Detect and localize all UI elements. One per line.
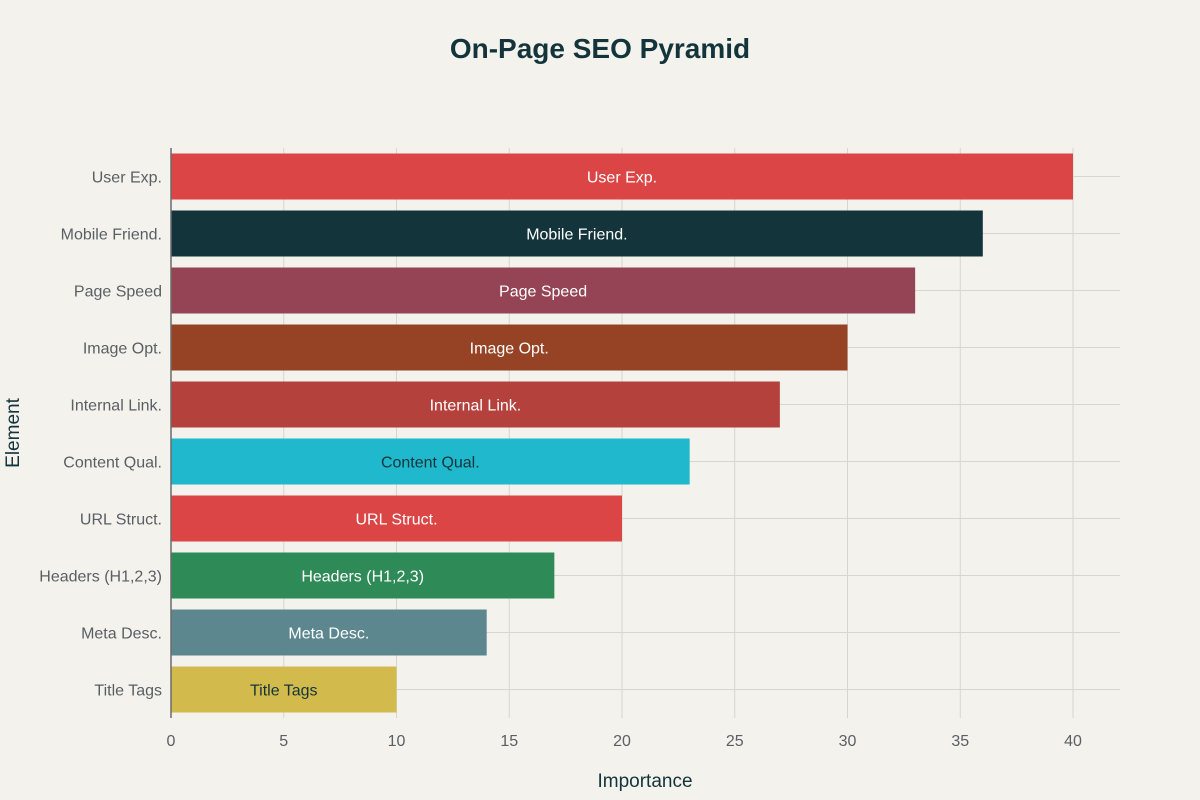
y-tick-label: Title Tags (94, 683, 162, 700)
bar-label: Mobile Friend. (526, 227, 627, 244)
x-tick-label: 25 (726, 733, 744, 750)
bar (171, 495, 622, 542)
bar (171, 324, 848, 371)
x-tick-label: 10 (388, 733, 406, 750)
x-tick-label: 5 (279, 733, 288, 750)
y-tick-label: Meta Desc. (81, 626, 162, 643)
y-axis-label: Element (3, 397, 24, 467)
bar-label: Headers (H1,2,3) (301, 569, 424, 586)
bar (171, 666, 397, 713)
bar (171, 381, 780, 428)
bar (171, 153, 1073, 200)
bar (171, 552, 555, 599)
bar-label: Meta Desc. (288, 626, 369, 643)
bar-label: Image Opt. (470, 341, 549, 358)
x-tick-label: 20 (613, 733, 631, 750)
y-tick-label: Content Qual. (63, 455, 162, 472)
labels: 0 5 10 15 20 25 30 35 40 User Exp. User Exp. Mobile… (39, 170, 1082, 751)
bar-label: User Exp. (587, 170, 657, 187)
x-axis-label: Importance (597, 771, 692, 792)
bar-label: Internal Link. (430, 398, 522, 415)
y-tick-label: Image Opt. (83, 341, 162, 358)
y-tick-label: URL Struct. (80, 512, 162, 529)
bar-label: Content Qual. (381, 455, 480, 472)
x-tick-label: 40 (1064, 733, 1082, 750)
y-tick-label: Headers (H1,2,3) (39, 569, 162, 586)
y-tick-label: Mobile Friend. (61, 227, 162, 244)
y-tick-label: Internal Link. (70, 398, 162, 415)
chart-title: On-Page SEO Pyramid (450, 33, 750, 64)
bar (171, 609, 487, 656)
bar (171, 210, 983, 257)
bar-label: URL Struct. (355, 512, 437, 529)
bar-label: Page Speed (499, 284, 587, 301)
y-tick-label: Page Speed (74, 284, 162, 301)
x-tick-label: 15 (500, 733, 518, 750)
bar-label: Title Tags (250, 683, 318, 700)
x-tick-label: 35 (951, 733, 969, 750)
bar (171, 438, 690, 485)
y-tick-label: User Exp. (92, 170, 162, 187)
x-tick-label: 0 (167, 733, 176, 750)
bar (171, 267, 916, 314)
bars (171, 153, 1073, 713)
x-tick-label: 30 (839, 733, 857, 750)
